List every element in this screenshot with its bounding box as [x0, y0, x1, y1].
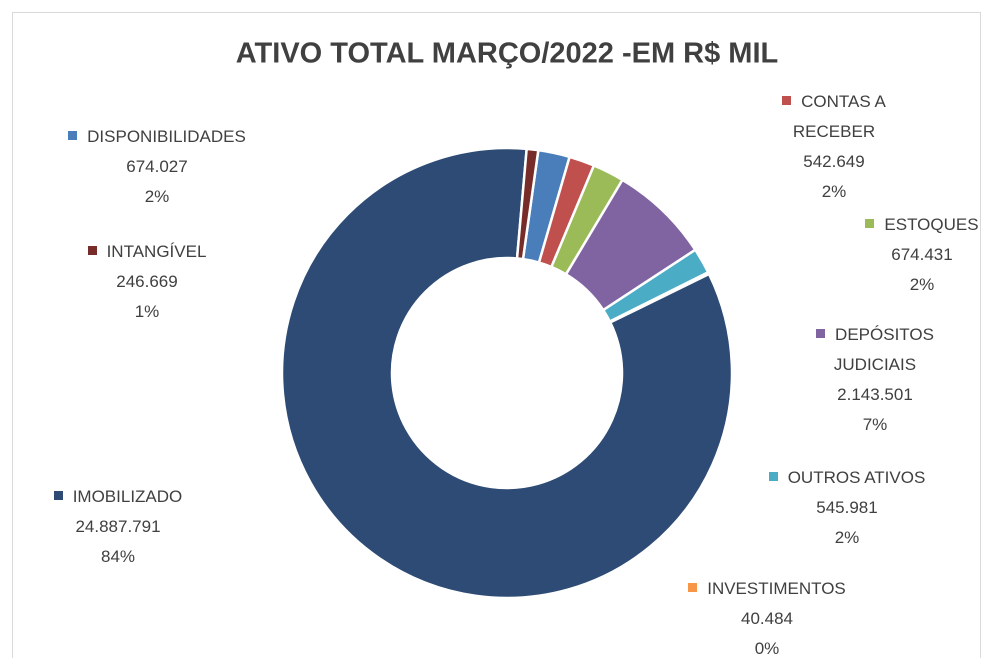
- value-label: 24.887.791: [75, 517, 161, 536]
- value-label: 674.027: [126, 157, 188, 176]
- data-label: IMOBILIZADO 24.887.791 84%: [18, 482, 218, 572]
- label-name: CONTAS A RECEBER: [759, 87, 909, 147]
- label-name: IMOBILIZADO: [18, 482, 218, 512]
- label-name: DISPONIBILIDADES: [32, 122, 282, 152]
- percentage-label: 2%: [909, 275, 935, 294]
- data-label: CONTAS A RECEBER 542.649 2%: [759, 87, 909, 207]
- value-label: 246.669: [116, 272, 178, 291]
- percentage-label: 84%: [100, 547, 136, 566]
- value-label: 2.143.501: [837, 385, 913, 404]
- percentage-label: 0%: [754, 639, 780, 658]
- value-label: 40.484: [741, 609, 793, 628]
- legend-marker: [865, 219, 875, 228]
- percentage-label: 7%: [862, 415, 888, 434]
- chart-title: ATIVO TOTAL MARÇO/2022 -EM R$ MIL: [236, 38, 778, 70]
- value-label: 674.431: [891, 245, 953, 264]
- category-label: INTANGÍVEL: [106, 242, 207, 261]
- legend-marker: [68, 131, 78, 140]
- label-name: OUTROS ATIVOS: [747, 463, 947, 493]
- category-label: ESTOQUES: [884, 215, 979, 234]
- category-label: CONTAS A RECEBER: [792, 92, 886, 141]
- legend-marker: [688, 583, 698, 592]
- data-label: DEPÓSITOS JUDICIAIS 2.143.501 7%: [800, 320, 950, 440]
- percentage-label: 1%: [134, 302, 160, 321]
- donut-slice: [515, 147, 540, 261]
- label-name: ESTOQUES: [854, 210, 990, 240]
- data-label: INTANGÍVEL 246.669 1%: [47, 237, 247, 327]
- data-label: INVESTIMENTOS 40.484 0%: [667, 574, 867, 658]
- legend-marker: [53, 491, 63, 500]
- value-label: 542.649: [803, 152, 865, 171]
- data-label: OUTROS ATIVOS 545.981 2%: [747, 463, 947, 553]
- percentage-label: 2%: [834, 528, 860, 547]
- donut-slice: [280, 146, 734, 600]
- legend-marker: [768, 472, 778, 481]
- legend-marker: [816, 329, 826, 338]
- chart-border: [12, 12, 981, 658]
- percentage-label: 2%: [144, 187, 170, 206]
- value-label: 545.981: [816, 498, 878, 517]
- category-label: OUTROS ATIVOS: [787, 468, 926, 487]
- label-name: INVESTIMENTOS: [667, 574, 867, 604]
- percentage-label: 2%: [821, 182, 847, 201]
- category-label: INVESTIMENTOS: [707, 579, 846, 598]
- data-label: ESTOQUES 674.431 2%: [854, 210, 990, 300]
- category-label: IMOBILIZADO: [72, 487, 183, 506]
- data-label: DISPONIBILIDADES 674.027 2%: [32, 122, 282, 212]
- category-label: DEPÓSITOS JUDICIAIS: [833, 325, 934, 374]
- label-name: DEPÓSITOS JUDICIAIS: [800, 320, 950, 380]
- legend-marker: [782, 96, 792, 105]
- category-label: DISPONIBILIDADES: [87, 127, 246, 146]
- label-name: INTANGÍVEL: [47, 237, 247, 267]
- legend-marker: [87, 246, 97, 255]
